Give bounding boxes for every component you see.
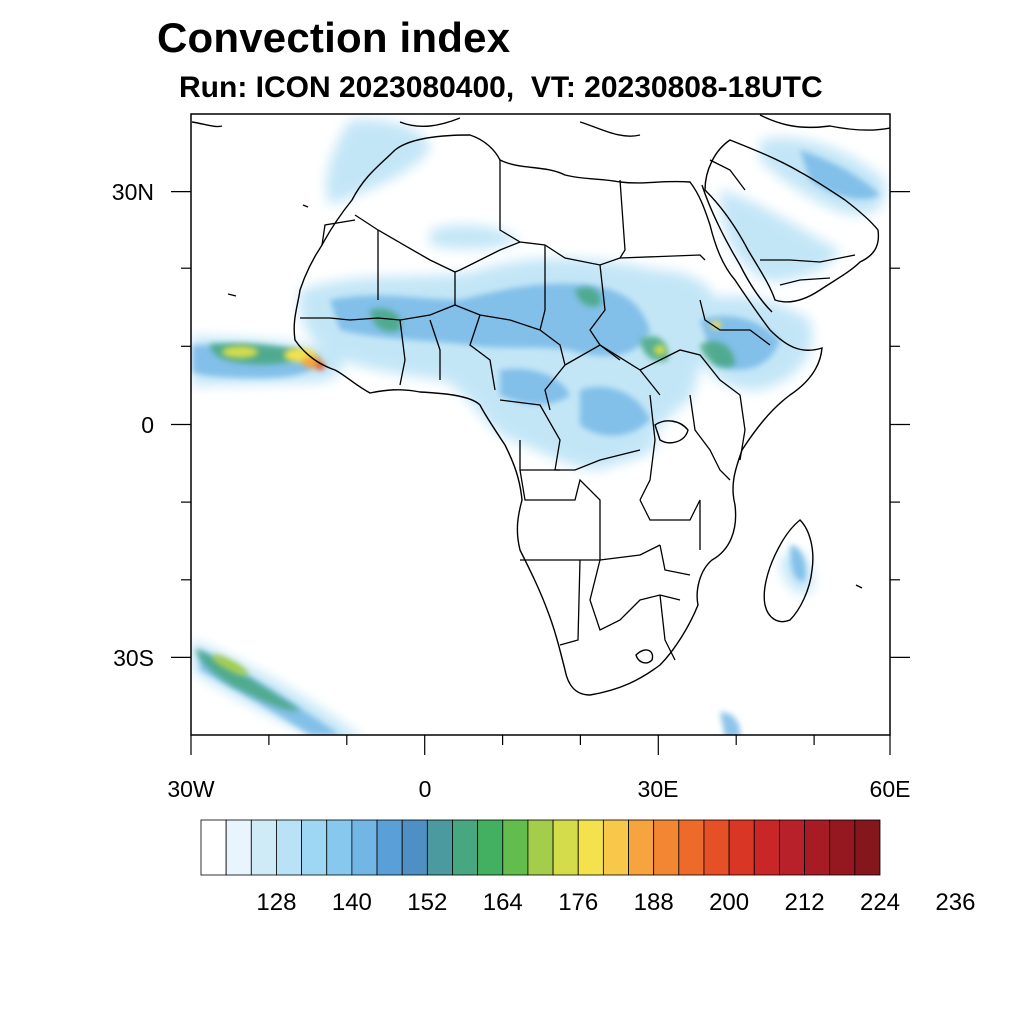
lon-label-30e: 30E <box>637 776 679 802</box>
colorbar-box <box>753 819 780 876</box>
colorbar-box <box>829 819 856 876</box>
coastlines <box>191 114 890 696</box>
country-borders <box>300 159 856 661</box>
colorbar-tick-label: 164 <box>482 889 523 916</box>
colorbar-tick-label: 152 <box>407 889 448 916</box>
chart-subtitle: Run: ICON 2023080400, VT: 20230808-18UTC <box>179 71 823 104</box>
colorbar-box <box>552 819 579 876</box>
lon-label-60e: 60E <box>869 776 911 802</box>
lon-label-0: 0 <box>418 776 432 802</box>
lat-label-30s: 30S <box>113 645 154 671</box>
colorbar-box <box>527 819 554 876</box>
colorbar-box <box>200 819 227 876</box>
colorbar-tick-label: 212 <box>784 889 825 916</box>
colorbar-box <box>703 819 730 876</box>
convection-field <box>192 119 886 735</box>
colorbar-box <box>728 819 755 876</box>
axis-ticks <box>171 191 910 755</box>
colorbar-box <box>804 819 831 876</box>
colorbar <box>200 819 881 876</box>
colorbar-tick-label: 200 <box>709 889 750 916</box>
colorbar-box <box>477 819 504 876</box>
colorbar-tick-label: 236 <box>935 889 976 916</box>
colorbar-box <box>452 819 479 876</box>
colorbar-box <box>854 819 881 876</box>
colorbar-box <box>401 819 428 876</box>
colorbar-tick-label: 176 <box>558 889 599 916</box>
colorbar-box <box>326 819 353 876</box>
lat-label-30n: 30N <box>111 179 154 205</box>
lat-label-0: 0 <box>141 412 154 438</box>
colorbar-box <box>276 819 302 876</box>
colorbar-box <box>426 819 453 876</box>
colorbar-box <box>250 819 277 876</box>
colorbar-box <box>678 819 705 876</box>
colorbar-tick-label: 188 <box>633 889 674 916</box>
colorbar-box <box>225 819 252 876</box>
colorbar-tick-label: 140 <box>331 889 372 916</box>
colorbar-box <box>301 819 328 876</box>
colorbar-tick-label: 224 <box>859 889 901 916</box>
colorbar-box <box>351 819 378 876</box>
colorbar-box <box>376 819 403 876</box>
colorbar-box <box>628 819 655 876</box>
colorbar-box <box>502 819 529 876</box>
colorbar-box <box>653 819 680 876</box>
colorbar-tick-label: 128 <box>256 889 297 916</box>
colorbar-box <box>779 819 805 876</box>
chart-title: Convection index <box>157 14 511 61</box>
lon-label-30w: 30W <box>167 776 215 802</box>
colorbar-box <box>602 819 629 876</box>
colorbar-box <box>577 819 604 876</box>
